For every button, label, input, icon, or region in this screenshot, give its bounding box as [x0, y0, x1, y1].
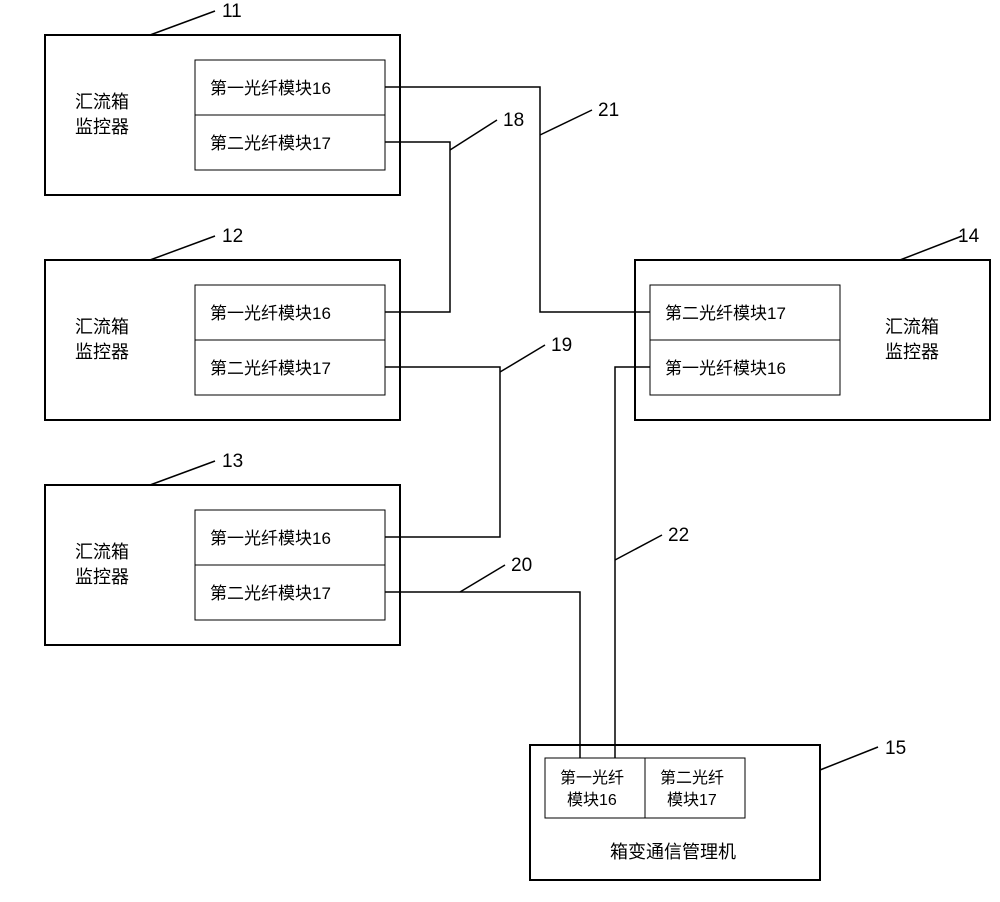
label-15: 15 — [885, 738, 906, 759]
module2-label: 第二光纤模块17 — [210, 584, 331, 603]
leader-15 — [820, 747, 878, 770]
module2-short-l1: 第二光纤 — [660, 769, 724, 787]
leader-19 — [500, 345, 545, 372]
monitor-14-title-l2: 监控器 — [885, 342, 939, 362]
module2-label: 第二光纤模块17 — [665, 304, 786, 323]
edge-19 — [385, 367, 500, 537]
monitor-box-14: 第二光纤模块17 第一光纤模块16 汇流箱 监控器 — [635, 260, 990, 420]
module-box — [545, 758, 645, 818]
module1-short-l1: 第一光纤 — [560, 769, 624, 787]
module-box — [645, 758, 745, 818]
monitor-13-title-l2: 监控器 — [75, 567, 129, 587]
module1-label: 第一光纤模块16 — [210, 529, 331, 548]
label-20: 20 — [511, 555, 532, 576]
edge-18 — [385, 142, 450, 312]
edge-22 — [615, 367, 650, 758]
leader-13 — [150, 461, 215, 485]
module2-short-l2: 模块17 — [667, 791, 717, 809]
diagram-canvas: 汇流箱 监控器 第一光纤模块16 第二光纤模块17 汇流箱 监控器 第一光纤模块… — [0, 0, 1000, 902]
label-21: 21 — [598, 100, 619, 121]
module2-label: 第二光纤模块17 — [210, 359, 331, 378]
module1-label: 第一光纤模块16 — [210, 304, 331, 323]
monitor-13-title-l1: 汇流箱 — [75, 542, 129, 562]
leader-12 — [150, 236, 215, 260]
label-11: 11 — [222, 1, 242, 22]
monitor-11-title-l1: 汇流箱 — [75, 92, 129, 112]
monitor-12-title-l2: 监控器 — [75, 342, 129, 362]
monitor-12-title-l1: 汇流箱 — [75, 317, 129, 337]
edge-20 — [385, 592, 580, 758]
label-14: 14 — [958, 226, 980, 247]
leader-18 — [450, 120, 497, 150]
module2-label: 第二光纤模块17 — [210, 134, 331, 153]
leader-21 — [540, 110, 592, 135]
monitor-14-title-l1: 汇流箱 — [885, 317, 939, 337]
leader-14 — [900, 236, 962, 260]
label-18: 18 — [503, 110, 524, 131]
comm-manager-box-15: 第一光纤 模块16 第二光纤 模块17 箱变通信管理机 — [530, 745, 820, 880]
monitor-box-11: 汇流箱 监控器 第一光纤模块16 第二光纤模块17 — [45, 35, 400, 195]
label-13: 13 — [222, 451, 243, 472]
leader-22 — [615, 535, 662, 560]
monitor-11-title-l2: 监控器 — [75, 117, 129, 137]
comm-manager-title: 箱变通信管理机 — [610, 842, 736, 862]
monitor-box-13: 汇流箱 监控器 第一光纤模块16 第二光纤模块17 — [45, 485, 400, 645]
leader-11 — [150, 11, 215, 35]
label-22: 22 — [668, 525, 689, 546]
label-19: 19 — [551, 335, 572, 356]
module1-label: 第一光纤模块16 — [665, 359, 786, 378]
module1-label: 第一光纤模块16 — [210, 79, 331, 98]
label-12: 12 — [222, 226, 243, 247]
monitor-box-12: 汇流箱 监控器 第一光纤模块16 第二光纤模块17 — [45, 260, 400, 420]
leader-20 — [460, 565, 505, 592]
module1-short-l2: 模块16 — [567, 791, 617, 809]
